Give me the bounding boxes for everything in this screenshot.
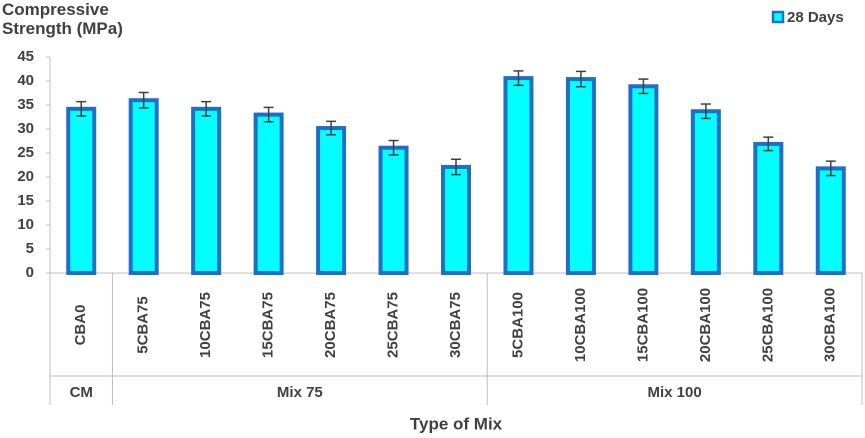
y-tick-label: 10 [17,216,34,233]
bar [378,145,409,275]
group-label: CM [70,384,93,401]
x-tick-label: 15CBA100 [634,288,651,362]
error-bar [763,136,774,152]
y-tick-label: 30 [17,120,34,137]
y-tick-label: 15 [17,192,34,209]
bar [628,84,659,275]
x-tick-label: CBA0 [72,305,89,346]
legend-label: 28 Days [787,9,844,26]
x-tick-label: 15CBA75 [260,292,277,358]
legend-swatch [771,10,785,24]
y-tick-label: 25 [17,144,34,161]
error-bar [388,139,399,156]
x-tick-label: 30CBA100 [822,288,839,362]
y-tick-label: 35 [17,96,34,113]
y-tick-label: 0 [26,264,34,281]
y-axis-title: Compressive Strength (MPa) [2,0,123,38]
x-axis-title: Type of Mix [410,414,503,433]
bar [66,106,97,275]
x-tick-label: 10CBA75 [197,292,214,358]
x-tick-label: 5CBA75 [135,296,152,354]
bar [815,166,846,275]
bar [316,126,347,275]
x-tick-label: 25CBA100 [759,288,776,362]
error-bar [451,158,461,176]
error-bar [575,70,586,88]
error-bar [638,78,649,95]
y-tick-label: 20 [17,168,34,185]
error-bar [263,106,274,123]
group-label: Mix 75 [277,384,323,401]
error-bar [201,100,212,117]
bar [690,109,721,275]
x-tick-label: 25CBA75 [385,292,402,358]
y-tick-label: 45 [17,48,34,65]
x-tick-label: 10CBA100 [572,288,589,362]
x-tick-label: 30CBA75 [447,292,464,358]
y-tick-label: 40 [17,72,34,89]
bar [503,76,534,276]
bar [128,98,159,275]
error-bar [138,91,149,109]
bar [191,106,222,275]
bar [253,112,284,275]
bar [753,141,784,275]
error-bar [825,160,836,177]
bar [441,164,471,275]
x-tick-label: 20CBA100 [697,288,714,362]
error-bar [326,120,337,136]
x-tick-label: 5CBA100 [509,292,526,358]
error-bar [513,70,524,87]
group-label: Mix 100 [648,384,702,401]
x-tick-label: 20CBA75 [322,292,339,358]
y-tick-label: 5 [26,240,34,257]
error-bar [76,100,87,117]
error-bar [700,103,711,120]
bar [565,77,596,275]
